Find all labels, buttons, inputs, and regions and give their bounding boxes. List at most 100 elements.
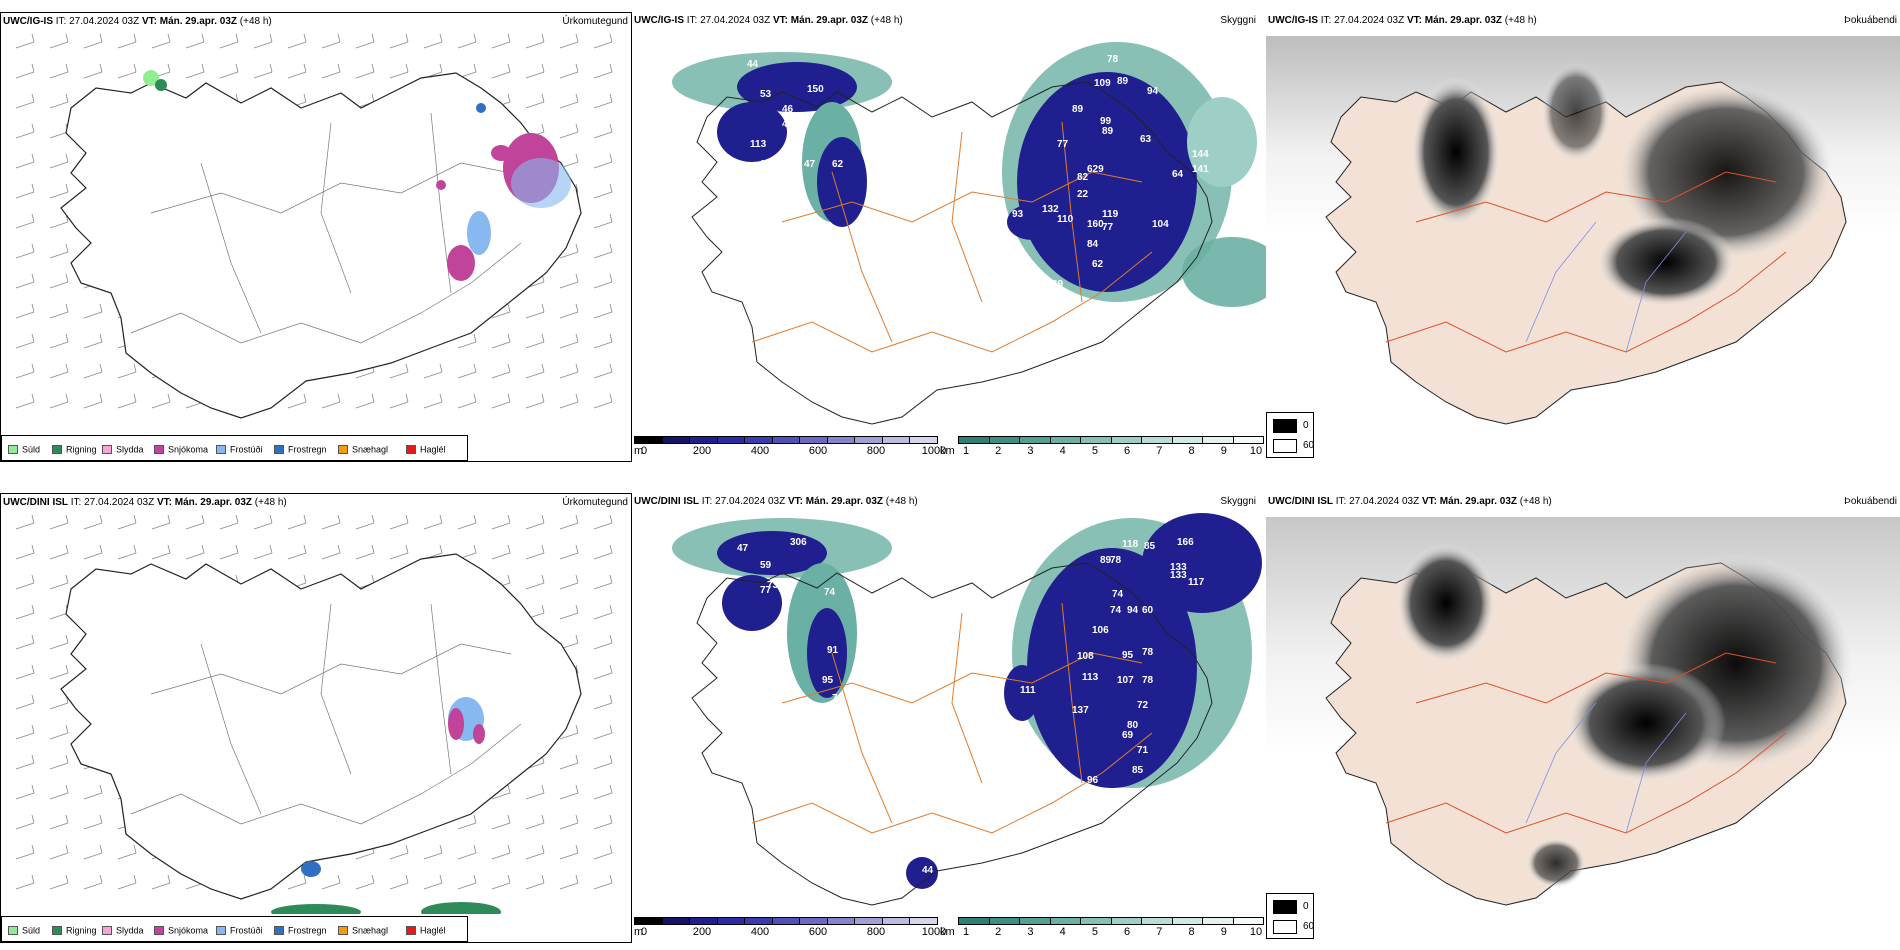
wind-barb	[593, 664, 613, 680]
visibility-value-label: 77	[1102, 222, 1114, 233]
visibility-value-label: 94	[1147, 86, 1159, 97]
legend-swatch	[102, 445, 112, 455]
wind-barb	[49, 123, 69, 139]
wind-barb	[559, 93, 579, 109]
wind-barb	[559, 63, 579, 79]
wind-barb	[593, 754, 613, 770]
wind-barb	[15, 634, 35, 650]
wind-barb	[525, 874, 545, 890]
colorbar-tick-label: 200	[692, 445, 712, 457]
wind-barb	[525, 33, 545, 49]
visibility-value-label: 60	[1142, 605, 1154, 616]
visibility-value-label: 89	[1100, 555, 1112, 566]
wind-barb	[83, 514, 103, 530]
wind-barb	[355, 393, 375, 409]
visibility-value-label: 44	[747, 59, 759, 70]
colorbar-segment	[1050, 918, 1081, 924]
wind-barb	[491, 63, 511, 79]
visibility-km-ticks: 1 2 3 4 5 6 7 8 9 10	[963, 926, 1262, 940]
visibility-value-label: 47	[804, 159, 816, 170]
visibility-value-label: 80	[1127, 720, 1139, 731]
visibility-km-ticks: 1 2 3 4 5 6 7 8 9 10	[963, 445, 1262, 459]
wind-barb	[49, 33, 69, 49]
wind-barb	[219, 33, 239, 49]
wind-barb	[559, 724, 579, 740]
wind-barb	[49, 544, 69, 560]
wind-barb	[559, 754, 579, 770]
legend-label: Snjókoma	[168, 925, 209, 936]
wind-barb	[117, 63, 137, 79]
visibility-panel-row2: 47 306 59 77 73 74 91 95 7 118 85 166 89 78 133 133 74 11…	[632, 493, 1266, 943]
visibility-value-label: 137	[1072, 705, 1089, 716]
wind-barb	[287, 393, 307, 409]
wind-barb	[389, 544, 409, 560]
wind-barb	[593, 333, 613, 349]
colorbar-tick-label: 1000	[921, 926, 947, 938]
visibility-value-label: 89	[1102, 126, 1114, 137]
wind-barb	[321, 874, 341, 890]
unit-m: m	[634, 445, 644, 457]
visibility-value-label: 72	[1137, 700, 1149, 711]
wind-barb	[389, 514, 409, 530]
legend-item: Slydda	[102, 444, 144, 455]
colorbar-tick-label: 6	[1124, 926, 1131, 938]
visibility-value-label: 109	[1094, 78, 1111, 89]
panel-header: UWC/IG-IS IT: 27.04.2024 03Z VT: Mán. 29…	[1268, 15, 1537, 26]
wind-barb	[559, 123, 579, 139]
colorbar-tick-label: 7	[1156, 445, 1163, 457]
wind-barb	[49, 183, 69, 199]
visibility-value-label: 44	[922, 865, 934, 876]
precip-areas	[143, 70, 571, 281]
colorbar-segment	[1142, 918, 1173, 924]
visibility-value-label: 69	[1122, 730, 1134, 741]
wind-barb	[491, 303, 511, 319]
colorbar-tick-label: 7	[1156, 926, 1163, 938]
wind-barb	[49, 243, 69, 259]
colorbar-segment	[717, 437, 746, 443]
colorbar-segment	[882, 437, 911, 443]
colorbar-tick-label: 800	[866, 926, 886, 938]
colorbar-tick-label: 8	[1188, 926, 1195, 938]
wind-barb	[491, 544, 511, 560]
wind-barb	[117, 544, 137, 560]
wind-barb	[83, 844, 103, 860]
field-name: Úrkomutegund	[562, 16, 628, 27]
fog-panel-row2: UWC/DINI ISL IT: 27.04.2024 03Z VT: Mán.…	[1266, 493, 1900, 943]
visibility-value-label: 84	[1087, 239, 1099, 250]
wind-barb	[219, 544, 239, 560]
wind-barb	[287, 33, 307, 49]
visibility-value-label: 7	[832, 693, 838, 704]
wind-barb	[15, 273, 35, 289]
wind-barb	[491, 844, 511, 860]
colorbar-segment	[717, 918, 746, 924]
legend-swatch	[216, 926, 226, 936]
wind-barb	[491, 514, 511, 530]
wind-barb	[49, 604, 69, 620]
fog-swatch-0	[1273, 900, 1297, 914]
visibility-value-label: 89	[1072, 104, 1084, 115]
visibility-value-label: 110	[1057, 214, 1074, 225]
visibility-value-label: 93	[1012, 209, 1024, 220]
colorbar-tick-label: 10	[1249, 926, 1263, 938]
wind-barb	[525, 363, 545, 379]
wind-barb	[83, 874, 103, 890]
wind-barb	[321, 33, 341, 49]
wind-barb	[491, 814, 511, 830]
precip-type-legend: Súld Rigning Slydda Snjókoma Frostúði Frostre…	[1, 916, 468, 942]
visibility-value-label: 46	[782, 119, 794, 130]
colorbar-segment	[772, 918, 801, 924]
visibility-value-label: 133	[1170, 570, 1187, 581]
wind-barb	[457, 814, 477, 830]
wind-barb	[559, 363, 579, 379]
colorbar-tick-label: 2	[995, 445, 1002, 457]
legend-swatch	[102, 926, 112, 936]
iceland-outline	[60, 72, 582, 419]
wind-barb	[321, 514, 341, 530]
visibility-value-label: 82	[1077, 172, 1089, 183]
wind-barb	[491, 33, 511, 49]
colorbar-tick-label: 9	[1220, 445, 1227, 457]
visibility-value-label: 106	[1092, 625, 1109, 636]
wind-barb	[559, 814, 579, 830]
wind-barb	[593, 724, 613, 740]
